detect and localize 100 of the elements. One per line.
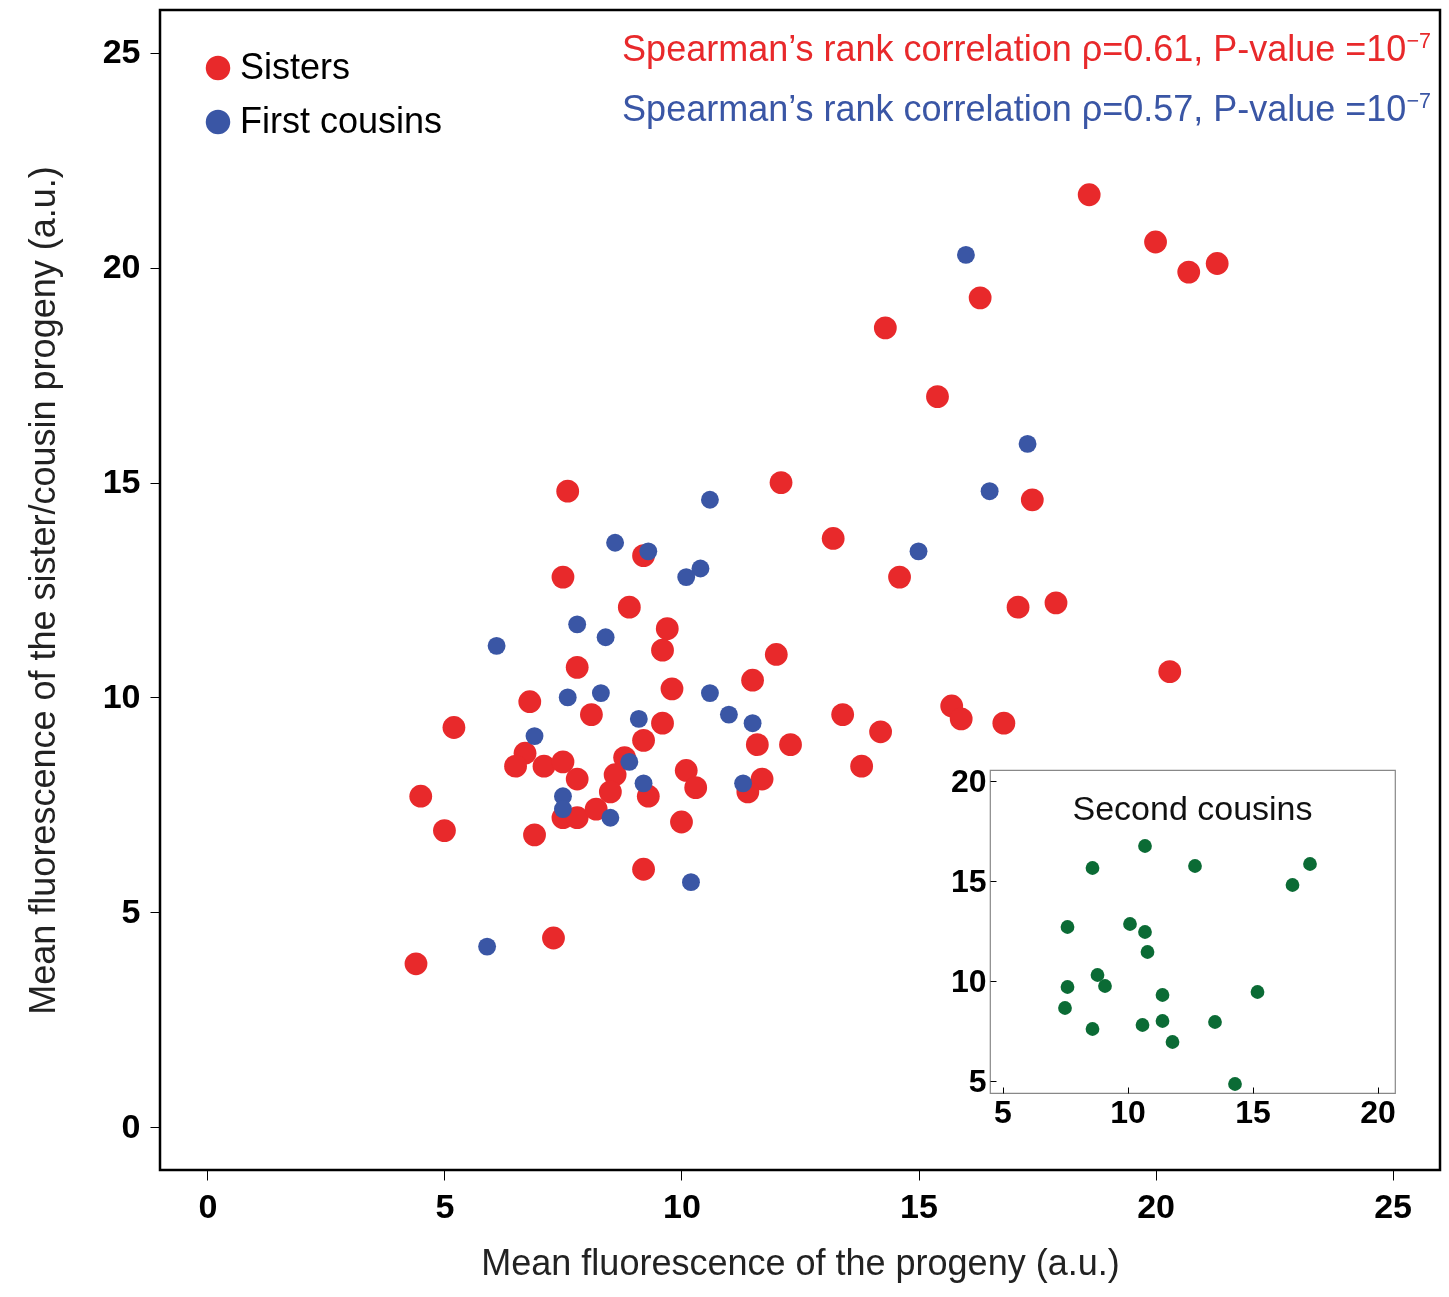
point	[1044, 591, 1068, 615]
point	[584, 797, 608, 821]
point	[598, 780, 622, 804]
point	[719, 705, 738, 724]
point	[677, 568, 696, 587]
point	[1285, 878, 1300, 892]
y-tick-label: 5	[968, 1062, 987, 1099]
point	[639, 542, 658, 561]
x-axis-title: Mean fluorescence of the progeny (a.u.)	[481, 1241, 1120, 1283]
point	[1006, 595, 1030, 619]
legend-label: Sisters	[240, 46, 351, 87]
x-tick-label: 5	[994, 1093, 1012, 1130]
point	[655, 617, 679, 641]
point	[532, 754, 556, 778]
point	[1155, 988, 1170, 1002]
point	[504, 754, 527, 778]
point	[1077, 183, 1101, 207]
point	[909, 542, 928, 561]
point	[980, 482, 999, 501]
point	[1058, 1001, 1072, 1015]
point	[1085, 861, 1100, 875]
annotation: Spearman’s rank correlation ρ=0.61, P-value =10$^{−7}$	[622, 28, 1431, 70]
point	[617, 595, 641, 619]
point	[660, 677, 684, 701]
y-tick-label: 20	[950, 762, 987, 799]
point	[1205, 252, 1229, 275]
point	[523, 823, 546, 847]
point	[764, 643, 788, 666]
x-tick-label: 10	[663, 1186, 701, 1225]
y-tick-label: 5	[121, 891, 141, 930]
point	[591, 684, 610, 703]
point	[968, 286, 992, 310]
point	[634, 774, 653, 793]
point	[1085, 1022, 1100, 1036]
point	[741, 668, 764, 692]
point	[769, 471, 793, 494]
point	[601, 808, 620, 827]
point	[888, 565, 911, 589]
point	[1060, 920, 1075, 934]
point	[1250, 985, 1265, 999]
point	[542, 926, 565, 950]
point	[551, 750, 575, 774]
point	[750, 767, 774, 791]
point	[580, 703, 603, 726]
x-tick-label: 15	[1235, 1093, 1271, 1130]
point	[1123, 917, 1137, 931]
x-tick-label: 20	[1360, 1093, 1396, 1130]
point	[1208, 1015, 1222, 1029]
point	[992, 711, 1016, 735]
point	[1060, 980, 1075, 994]
point	[558, 688, 577, 707]
legend-label: First cousins	[240, 100, 443, 141]
y-tick-label: 20	[102, 247, 141, 286]
point	[404, 952, 428, 976]
y-axis-title: Mean fluorescence of the sister/cousin progeny (a.u.)	[21, 166, 63, 1015]
point	[620, 752, 639, 771]
point	[684, 776, 708, 800]
x-tick-label: 0	[198, 1186, 218, 1225]
point	[700, 490, 719, 509]
x-tick-label: 5	[435, 1186, 455, 1225]
point	[1090, 968, 1105, 982]
point	[821, 527, 845, 550]
point	[745, 733, 769, 757]
point	[554, 800, 572, 819]
point	[651, 638, 674, 662]
point	[1018, 435, 1037, 453]
y-tick-label: 10	[102, 676, 141, 715]
point	[873, 316, 897, 340]
point	[743, 714, 762, 733]
point	[1155, 1014, 1170, 1028]
point	[565, 655, 589, 679]
point	[1165, 1035, 1180, 1049]
point	[409, 784, 433, 808]
point	[556, 479, 580, 503]
x-tick-label: 20	[1137, 1186, 1175, 1225]
x-tick-label: 10	[1110, 1093, 1146, 1130]
point	[1020, 488, 1044, 512]
point	[1140, 945, 1155, 959]
point	[518, 690, 542, 714]
point	[734, 774, 753, 793]
point	[779, 733, 802, 757]
point	[551, 565, 575, 589]
point	[1303, 857, 1317, 871]
point	[565, 767, 589, 791]
point	[682, 873, 700, 892]
point	[1138, 839, 1152, 853]
point	[596, 628, 615, 647]
point	[1138, 925, 1152, 939]
text: Second cousins	[1072, 789, 1313, 827]
point	[525, 727, 544, 745]
point	[1144, 230, 1167, 254]
point	[1177, 260, 1201, 284]
point	[674, 759, 698, 782]
point	[487, 636, 506, 655]
point	[1098, 979, 1112, 993]
point	[691, 559, 710, 578]
y-tick-label: 10	[950, 962, 987, 999]
point	[670, 810, 693, 834]
x-tick-label: 25	[1374, 1186, 1413, 1225]
point	[433, 819, 456, 842]
